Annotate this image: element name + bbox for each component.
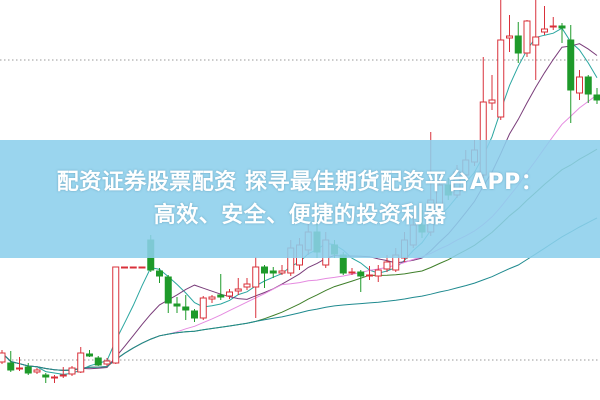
candle-down <box>182 306 190 311</box>
candle-down <box>584 76 592 95</box>
candle-up <box>488 99 496 104</box>
candle-down <box>24 366 32 374</box>
candle-up <box>51 376 58 379</box>
candle-up <box>366 274 373 277</box>
candle-down <box>558 25 566 29</box>
candle-up <box>59 374 67 377</box>
candle-up <box>383 261 391 270</box>
candle-up <box>77 352 85 373</box>
candle-down <box>269 270 277 274</box>
candle-up <box>234 288 242 292</box>
candle-up <box>16 367 23 370</box>
candle-up <box>208 296 216 300</box>
candle-down <box>42 374 50 378</box>
title-line-1: 配资证券股票配资 探寻最佳期货配资平台APP： <box>56 170 544 195</box>
candle-down <box>567 39 575 91</box>
candle-up <box>226 291 233 297</box>
candle-up <box>497 39 505 118</box>
candle-down <box>261 266 268 274</box>
candle-up <box>33 369 41 373</box>
candle-up <box>0 352 6 363</box>
title-banner: 配资证券股票配资 探寻最佳期货配资平台APP： 高效、安全、便捷的投资利器 <box>0 140 600 258</box>
title-line-2: 高效、安全、便捷的投资利器 <box>153 203 447 228</box>
candle-up <box>549 25 557 28</box>
candle-down <box>156 270 163 277</box>
candle-up <box>129 266 137 269</box>
candle-up <box>506 35 513 39</box>
candle-up <box>541 28 548 33</box>
candle-down <box>514 35 522 54</box>
candle-down <box>357 271 365 277</box>
candle-down <box>217 294 225 298</box>
candle-up <box>278 270 286 274</box>
candle-up <box>532 36 540 46</box>
candle-up <box>576 76 583 94</box>
candle-down <box>164 276 172 304</box>
candle-down <box>191 310 198 319</box>
candle-up <box>112 266 120 364</box>
candle-up <box>138 266 146 269</box>
candle-up <box>199 297 207 319</box>
candle-up <box>68 367 76 375</box>
ma60-line <box>1 217 598 371</box>
candle-down <box>173 303 181 307</box>
candle-up <box>103 360 111 365</box>
candle-up <box>121 266 128 269</box>
candle-up <box>523 20 531 54</box>
candle-down <box>593 94 600 101</box>
candle-up <box>374 269 382 277</box>
candle-down <box>7 362 15 371</box>
candle-up <box>252 266 260 288</box>
candle-up <box>348 271 356 274</box>
candle-down <box>94 357 102 366</box>
candle-up <box>243 283 251 288</box>
candle-down <box>86 353 93 357</box>
